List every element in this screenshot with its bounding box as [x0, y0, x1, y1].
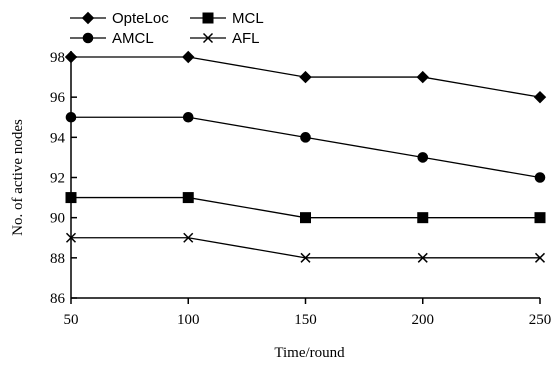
axes — [70, 51, 540, 299]
data-point-amcl — [300, 132, 311, 143]
x-tick-label: 150 — [294, 312, 317, 328]
data-point-mcl — [534, 212, 546, 224]
data-point-afl — [534, 252, 546, 263]
data-point-afl — [65, 232, 77, 243]
legend-marker-mcl — [202, 12, 214, 24]
legend-label: AFL — [232, 30, 260, 47]
y-tick-label: 88 — [50, 251, 65, 267]
legend-item-mcl: MCL — [190, 10, 264, 27]
legend-item-amcl: AMCL — [70, 30, 154, 47]
y-tick-label: 98 — [50, 50, 65, 66]
data-point-amcl — [534, 172, 546, 183]
data-point-amcl — [417, 152, 429, 163]
data-point-amcl — [65, 111, 77, 123]
data-point-afl — [183, 232, 194, 243]
legend-label: OpteLoc — [112, 10, 169, 27]
data-point-amcl — [182, 111, 194, 123]
legend: OpteLoc MCL AMCL AFL — [70, 10, 264, 47]
legend-item-opteloc: OpteLoc — [70, 10, 169, 27]
x-axis-label: Time/round — [274, 345, 345, 361]
x-tick-label: 100 — [177, 312, 200, 328]
y-tick-label: 96 — [50, 90, 66, 106]
y-tick-label: 86 — [50, 291, 66, 307]
legend-label: MCL — [232, 10, 264, 27]
data-point-mcl — [417, 212, 429, 224]
legend-label: AMCL — [112, 30, 154, 47]
data-point-mcl — [300, 212, 311, 224]
series-amcl — [65, 111, 546, 183]
data-point-mcl — [65, 192, 77, 204]
y-tick-label: 90 — [50, 211, 65, 227]
data-point-afl — [300, 252, 311, 263]
legend-marker-opteloc — [81, 11, 95, 25]
data-point-opteloc — [182, 50, 195, 64]
series-afl — [65, 232, 546, 263]
data-point-afl — [417, 252, 428, 263]
y-axis-label: No. of active nodes — [10, 119, 26, 236]
series-mcl — [65, 192, 546, 224]
series-line-afl — [71, 237, 540, 259]
legend-marker-afl — [202, 32, 214, 44]
y-tick-label: 92 — [50, 171, 65, 187]
data-point-opteloc — [64, 50, 78, 64]
x-tick-label: 200 — [412, 312, 435, 328]
legend-item-afl: AFL — [190, 30, 260, 47]
y-tick-label: 94 — [50, 130, 66, 146]
ticks: 50 100 150 200 250 86 88 90 92 94 96 98 — [50, 50, 551, 328]
series-opteloc — [64, 50, 547, 104]
x-tick-label: 50 — [64, 312, 79, 328]
data-point-opteloc — [416, 70, 429, 84]
data-point-mcl — [182, 192, 194, 204]
series — [64, 50, 547, 263]
data-point-opteloc — [533, 90, 547, 104]
legend-marker-amcl — [82, 32, 94, 44]
data-point-opteloc — [299, 70, 312, 84]
x-tick-label: 250 — [529, 312, 552, 328]
series-line-amcl — [71, 116, 541, 179]
